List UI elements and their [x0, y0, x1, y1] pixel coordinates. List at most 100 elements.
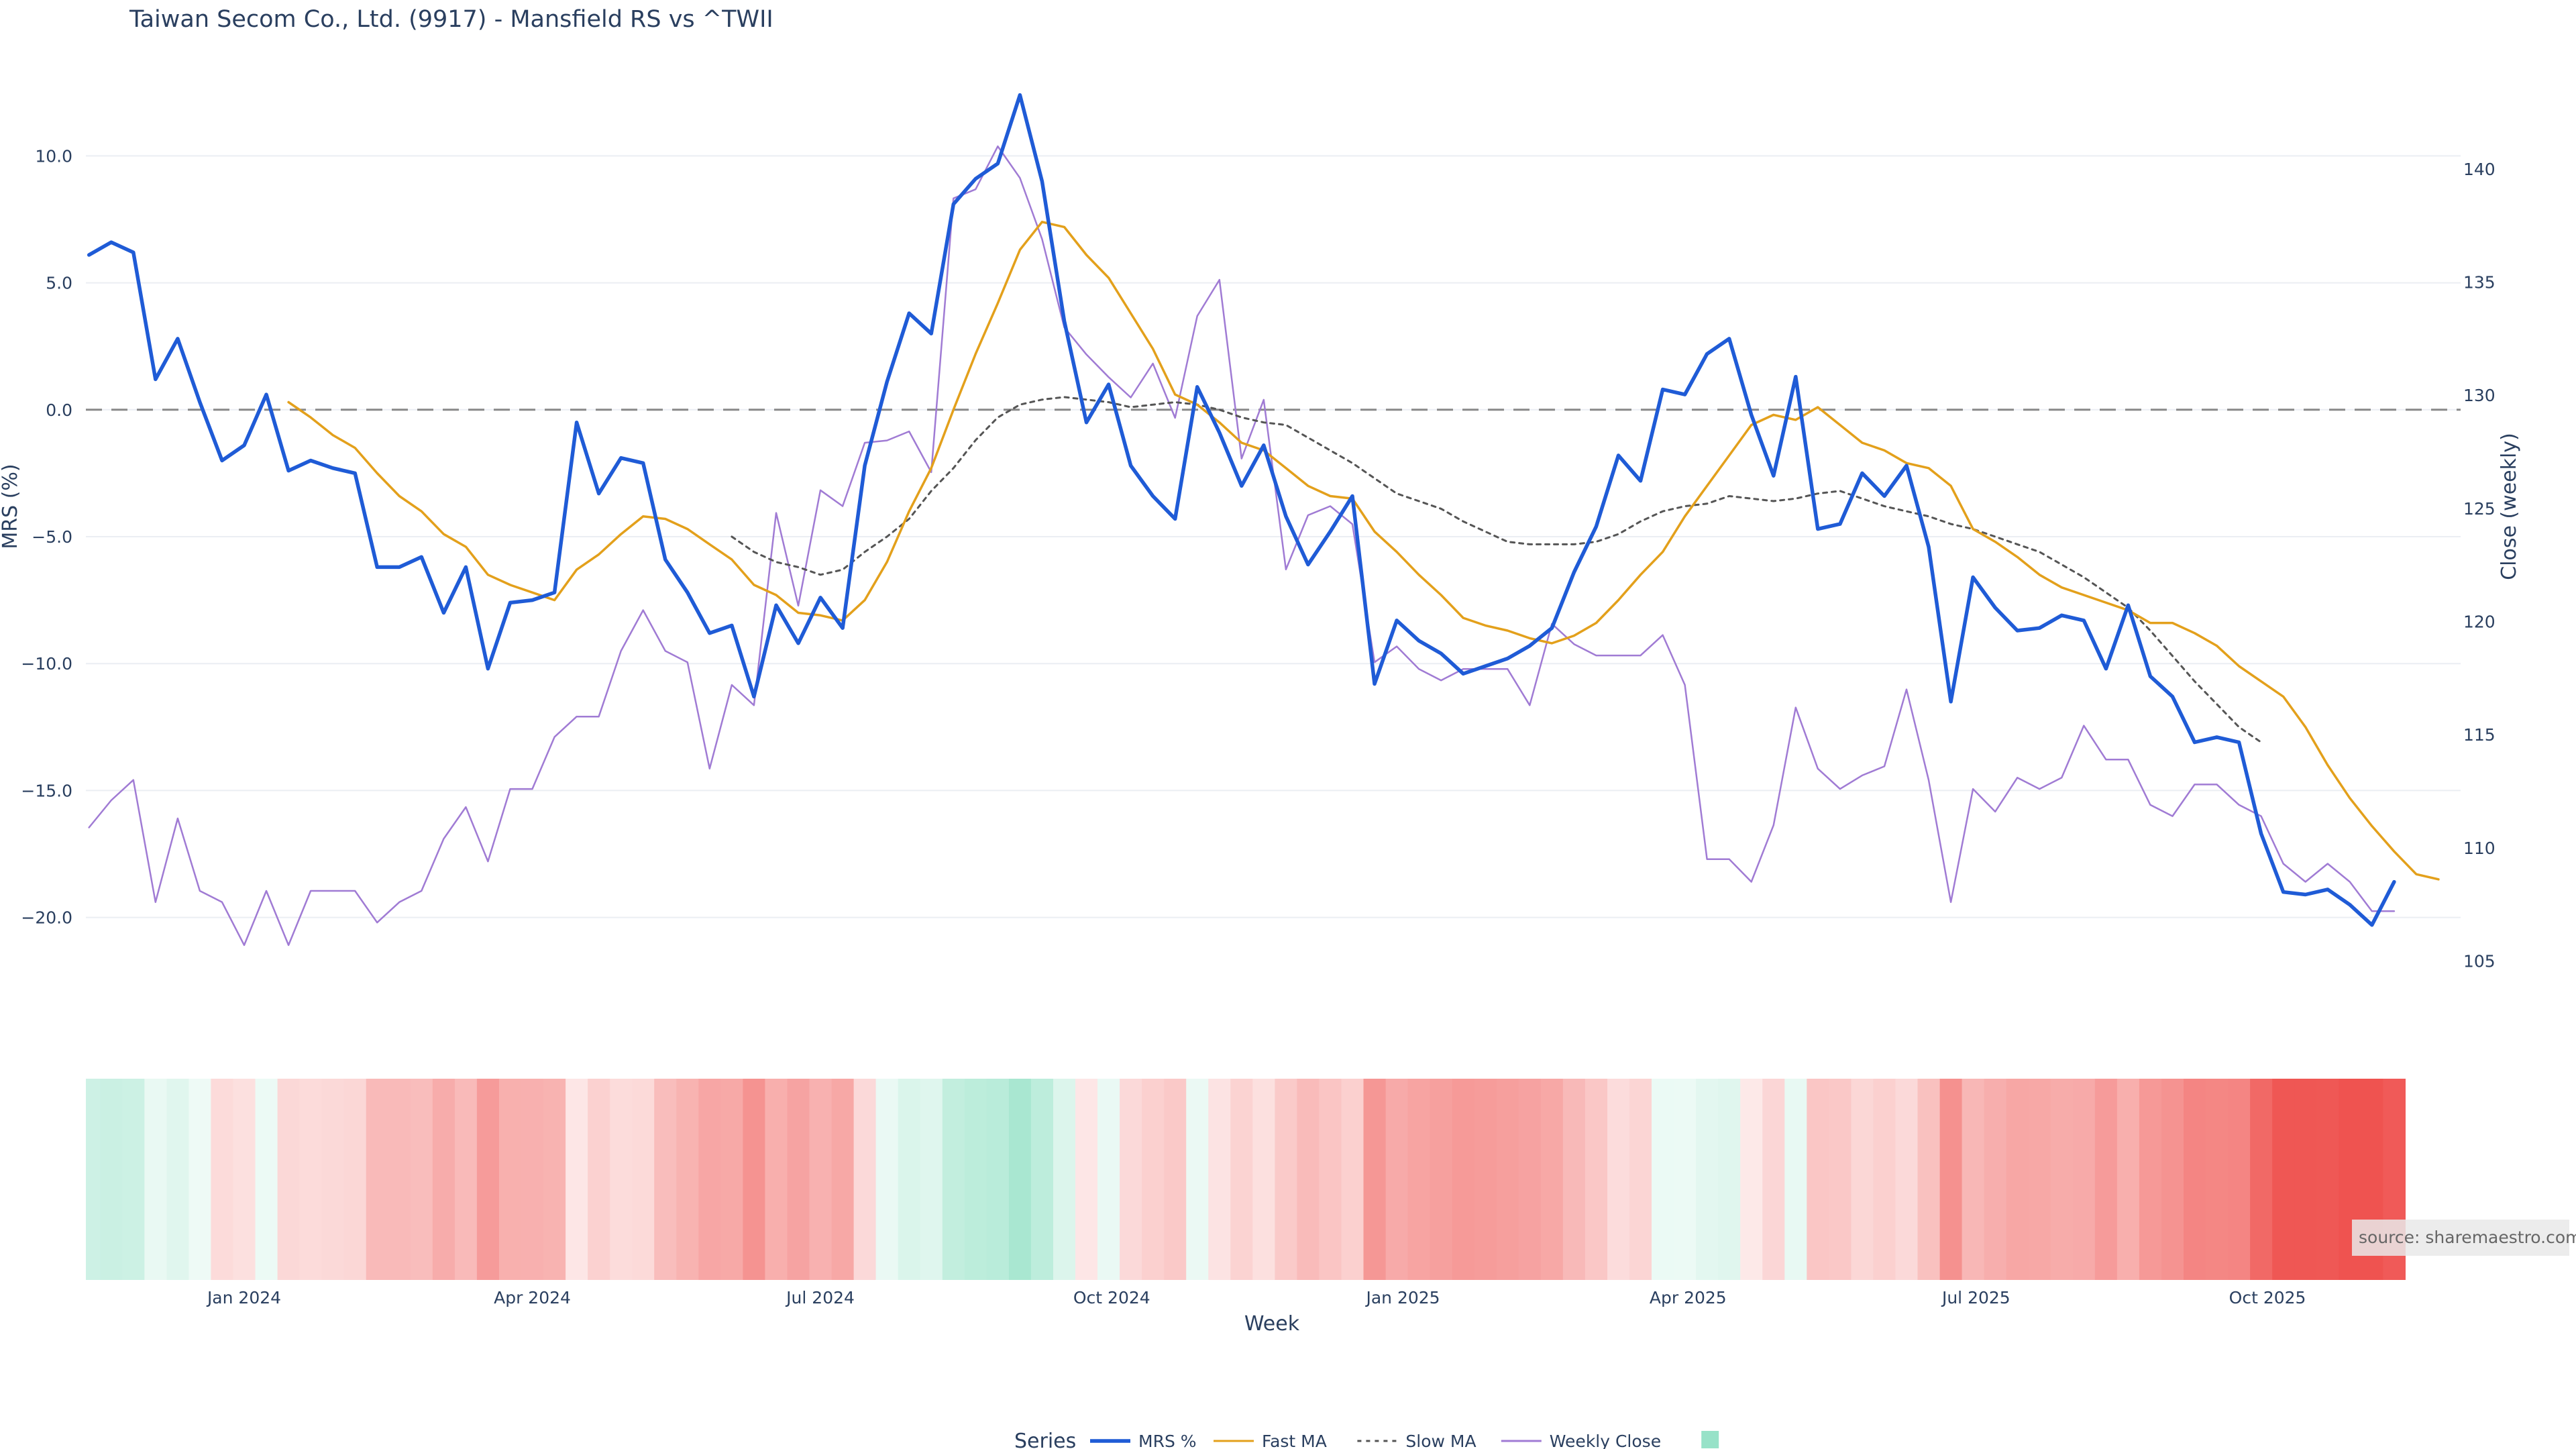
y-tick-label: −20.0 — [21, 908, 72, 928]
y2-tick-label: 105 — [2463, 952, 2496, 971]
heatmap-cell — [2228, 1079, 2251, 1280]
heatmap-cell — [299, 1079, 323, 1280]
heatmap-cell — [2094, 1079, 2118, 1280]
heatmap-cell — [898, 1079, 921, 1280]
y-axis-right: 140 135 130 125 120 115 110 105 — [2463, 160, 2496, 971]
heatmap-cell — [1629, 1079, 1652, 1280]
legend-item[interactable]: MRS % — [1090, 1432, 1197, 1449]
source-box — [2352, 1220, 2569, 1256]
heatmap-cell — [1496, 1079, 1519, 1280]
source-annotation: source: sharemaestro.com — [2352, 1220, 2576, 1256]
heatmap-cell — [366, 1079, 389, 1280]
heatmap-cell — [2206, 1079, 2229, 1280]
legend-item[interactable]: Slow MA — [1357, 1432, 1477, 1449]
heatmap-cell — [1873, 1079, 1896, 1280]
heatmap-cell — [86, 1079, 101, 1280]
heatmap-cell — [1142, 1079, 1165, 1280]
x-tick-label: Apr 2024 — [494, 1288, 571, 1307]
heatmap-cell — [1297, 1079, 1320, 1280]
heatmap-cell — [720, 1079, 743, 1280]
heatmap-cell — [499, 1079, 522, 1280]
series-line-fast-ma — [287, 221, 2440, 881]
heatmap-cell — [920, 1079, 943, 1280]
heatmap-cell — [1363, 1079, 1387, 1280]
heatmap-cell — [676, 1079, 699, 1280]
heatmap-cell — [1807, 1079, 1829, 1280]
y-axis-title: MRS (%) — [0, 464, 22, 549]
heatmap-cell — [211, 1079, 233, 1280]
legend-item[interactable]: Fast MA — [1214, 1432, 1327, 1449]
heatmap-cell — [2139, 1079, 2162, 1280]
legend-label: Weekly Close — [1550, 1432, 1661, 1449]
heatmap-cell — [1696, 1079, 1719, 1280]
heatmap-cell — [765, 1079, 788, 1280]
x-tick-label: Oct 2025 — [2229, 1288, 2306, 1307]
heatmap-cell — [1385, 1079, 1409, 1280]
heatmap-cell — [432, 1079, 455, 1280]
heatmap-cell — [1030, 1079, 1054, 1280]
y2-tick-label: 110 — [2463, 839, 2496, 858]
heatmap-cell — [2272, 1079, 2295, 1280]
heatmap-cell — [787, 1079, 810, 1280]
heatmap-cell — [1562, 1079, 1586, 1280]
y2-tick-label: 130 — [2463, 386, 2496, 405]
x-tick-label: Oct 2024 — [1073, 1288, 1150, 1307]
heatmap-strip — [86, 1079, 2406, 1280]
chart-title: Taiwan Secom Co., Ltd. (9917) - Mansfiel… — [129, 6, 773, 33]
heatmap-cell — [277, 1079, 301, 1280]
heatmap-cell — [233, 1079, 256, 1280]
heatmap-cell — [144, 1079, 167, 1280]
heatmap-cell — [1407, 1079, 1431, 1280]
x-axis-title: Week — [1244, 1312, 1300, 1336]
heatmap-cell — [1674, 1079, 1697, 1280]
series-line-slow-ma — [731, 396, 2263, 743]
legend-label: MRS % — [1138, 1432, 1197, 1449]
heatmap-cell — [321, 1079, 345, 1280]
heatmap-cell — [1186, 1079, 1209, 1280]
heatmap-cell — [831, 1079, 855, 1280]
heatmap-cell — [410, 1079, 433, 1280]
legend[interactable]: Series MRS % Fast MA Slow MA Weekly Close — [1014, 1430, 1719, 1449]
heatmap-cell — [2028, 1079, 2051, 1280]
legend-item[interactable]: Weekly Close — [1501, 1432, 1661, 1449]
series-line-mrs — [87, 93, 2396, 927]
heatmap-cell — [1740, 1079, 1763, 1280]
x-tick-label: Jan 2025 — [1364, 1288, 1440, 1307]
heatmap-cell — [2184, 1079, 2206, 1280]
heatmap-cell — [2250, 1079, 2273, 1280]
heatmap-cell — [1895, 1079, 1919, 1280]
series-line-weekly-close — [88, 145, 2396, 947]
heatmap-cell — [1120, 1079, 1142, 1280]
heatmap-cell — [1585, 1079, 1608, 1280]
y-axis-left: 10.0 5.0 0.0 −5.0 −10.0 −15.0 −20.0 — [21, 146, 72, 927]
heatmap-cell — [1962, 1079, 1985, 1280]
heatmap-cell — [632, 1079, 655, 1280]
heatmap-cell — [1075, 1079, 1098, 1280]
heatmap-cell — [1607, 1079, 1630, 1280]
legend-heatmap-swatch — [1701, 1431, 1719, 1448]
heatmap-cell — [521, 1079, 544, 1280]
heatmap-cell — [809, 1079, 833, 1280]
heatmap-cell — [1762, 1079, 1785, 1280]
heatmap-cell — [1252, 1079, 1275, 1280]
heatmap-cell — [1097, 1079, 1120, 1280]
heatmap-cell — [1319, 1079, 1342, 1280]
heatmap-cell — [1430, 1079, 1453, 1280]
heatmap-cell — [566, 1079, 588, 1280]
heatmap-cell — [2161, 1079, 2184, 1280]
x-tick-label: Apr 2025 — [1650, 1288, 1727, 1307]
legend-title: Series — [1014, 1430, 1076, 1449]
heatmap-cell — [1164, 1079, 1187, 1280]
heatmap-cell — [1939, 1079, 1963, 1280]
heatmap-cell — [1008, 1079, 1032, 1280]
y-tick-label: −15.0 — [21, 781, 72, 800]
heatmap-cell — [543, 1079, 566, 1280]
y-tick-label: 5.0 — [46, 274, 72, 293]
heatmap-cell — [2006, 1079, 2029, 1280]
heatmap-cell — [454, 1079, 478, 1280]
heatmap-cell — [1275, 1079, 1297, 1280]
y2-axis-title: Close (weekly) — [2498, 433, 2521, 580]
series-layer — [87, 93, 2440, 947]
